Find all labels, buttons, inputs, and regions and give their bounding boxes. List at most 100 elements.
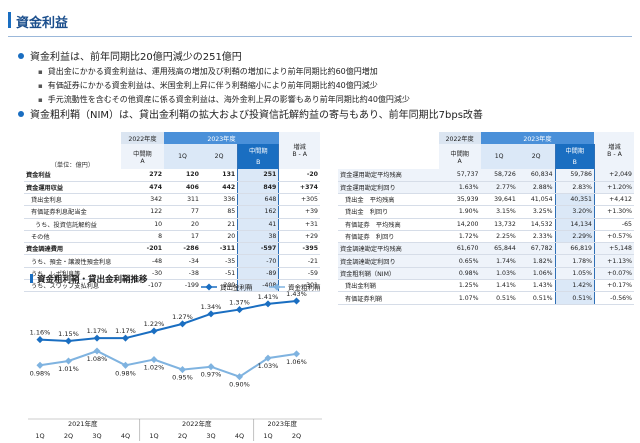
row-label: 資金調達費用 (24, 242, 121, 256)
row-label: 資金運用勘定利回り (338, 181, 439, 194)
cell-1q: 120 (164, 168, 201, 182)
cell-2q: 21 (200, 218, 238, 231)
cell-2023-mid: 59,786 (554, 168, 595, 182)
table-row: うち、レポ利息等 -30 -38 -51 -89 -59 (24, 267, 320, 281)
cell-2q: 85 (200, 205, 238, 219)
cell-2023-mid: 849 (237, 181, 280, 194)
cell-2023-mid: 1.42% (554, 279, 595, 293)
cell-2022-mid: -48 (120, 254, 165, 268)
cell-change: +5,148 (594, 242, 634, 256)
data-point (292, 297, 301, 305)
data-label: 0.90% (229, 381, 250, 389)
row-label: うち、投資信託解約益 (24, 218, 121, 231)
table-row: 貸出金利息 342 311 336 648 +305 (24, 193, 320, 207)
table-row: 有価証券 利回り 1.72% 2.25% 2.33% 2.29% +0.57% (338, 230, 634, 244)
cell-change: +39 (278, 205, 320, 219)
cell-change: +1.13% (594, 254, 634, 268)
cell-2022-mid: 1.07% (438, 291, 481, 305)
x-tick-label: 3Q (92, 432, 101, 440)
header-1q: 1Q (480, 144, 518, 169)
table-row: 資金運用収益 474 406 442 849 +374 (24, 181, 320, 194)
bullet-2-text: 資金粗利鞘（NIM）は、貸出金利鞘の拡大および投資信託解約益の寄与もあり、前年同… (30, 110, 483, 121)
nim-chart: 貸出金利鞘 資金粗利鞘 1.16% 1.15% 1.17% 1.17% 1.22% 1.27%… (28, 283, 322, 441)
data-point (93, 334, 101, 342)
cell-2022-mid: 57,737 (438, 168, 481, 182)
data-point (178, 366, 187, 374)
cell-2q: -311 (200, 242, 238, 256)
data-point (150, 327, 158, 335)
x-tick-label: 2Q (178, 432, 187, 440)
x-tick-label: 4Q (235, 432, 244, 440)
row-label: 有価証券利息配当金 (24, 205, 121, 219)
header-2022-mid: 中間期 A (438, 144, 481, 169)
header-2q: 2Q (200, 144, 238, 169)
cell-2023-mid: 14,134 (554, 218, 595, 231)
data-point (178, 320, 187, 328)
cell-change: -21 (278, 254, 320, 268)
row-label: 資金運用勘定平均残高 (338, 168, 439, 182)
row-label: 貸出金利鞘 (338, 279, 439, 293)
cell-2022-mid: 35,939 (438, 193, 481, 207)
data-label: 1.37% (229, 299, 250, 307)
year-label: 2023年度 (267, 419, 297, 428)
header-change: 増減 B - A (278, 132, 320, 169)
cell-2023-mid: 162 (237, 205, 280, 219)
header-fy2022: 2022年度 (120, 132, 165, 145)
cell-2022-mid: 14,200 (438, 218, 481, 231)
cell-2q: 442 (200, 181, 238, 194)
cell-2023-mid: 41 (237, 218, 280, 231)
cell-change: +0.57% (594, 230, 634, 244)
table-row: うち、預金・譲渡性預金利息 -48 -34 -35 -70 -21 (24, 254, 320, 268)
data-label: 0.97% (201, 371, 222, 379)
cell-2023-mid: 2.29% (554, 230, 595, 244)
yield-table: 2022年度 2023年度 増減 B - A 中間期 A 1Q 2Q 中間期 B 資… (338, 132, 634, 305)
data-point (121, 334, 130, 342)
legend-marker (205, 283, 213, 291)
cell-1q: 3.15% (480, 205, 518, 219)
data-label: 1.22% (144, 320, 165, 328)
x-tick-label: 4Q (121, 432, 130, 440)
row-label: 資金粗利鞘（NIM） (338, 267, 439, 281)
cell-2q: 1.43% (517, 279, 556, 293)
row-label: 貸出金利息 (24, 193, 121, 207)
cell-2023-mid: 40,351 (554, 193, 595, 207)
table-row: 資金調達勘定利回り 0.65% 1.74% 1.82% 1.78% +1.13% (338, 254, 634, 268)
cell-2q: 131 (200, 168, 238, 182)
header-1q: 1Q (164, 144, 201, 169)
data-point (207, 310, 215, 318)
header-2q: 2Q (517, 144, 556, 169)
cell-change: +0.07% (594, 267, 634, 281)
cell-1q: 2.25% (480, 230, 518, 244)
header-fy2023: 2023年度 (164, 132, 279, 145)
header-fy2022: 2022年度 (438, 132, 481, 145)
title-marker-icon (30, 274, 33, 283)
square-bullet-icon: ▪ (38, 96, 43, 104)
cell-2023-mid: -70 (237, 254, 280, 268)
table-row: 資金調達費用 -201 -286 -311 -597 -395 (24, 242, 320, 256)
cell-1q: 0.51% (480, 291, 518, 305)
table-row: 貸出金 平均残高 35,939 39,641 41,054 40,351 +4,412 (338, 193, 634, 207)
cell-1q: 406 (164, 181, 201, 194)
data-point (36, 336, 44, 344)
cell-2q: 3.25% (517, 205, 556, 219)
cell-1q: -34 (164, 254, 201, 268)
cell-change: +31 (278, 218, 320, 231)
row-label: うち、預金・譲渡性預金利息 (24, 254, 121, 268)
cell-2q: 336 (200, 193, 238, 207)
cell-2022-mid: 1.72% (438, 230, 481, 244)
cell-change: +305 (278, 193, 320, 207)
cell-2q: 1.06% (517, 267, 556, 281)
table-row: 資金調達勘定平均残高 61,670 65,844 67,782 66,819 +5,148 (338, 242, 634, 256)
data-point (235, 373, 244, 381)
cell-change: +4,412 (594, 193, 634, 207)
data-label: 1.06% (286, 358, 307, 366)
data-point (36, 361, 44, 369)
square-bullet-icon: ▪ (38, 68, 43, 76)
row-label: 有価証券 利回り (338, 230, 439, 244)
header-change: 増減 B - A (594, 132, 634, 169)
row-label: 資金調達勘定利回り (338, 254, 439, 268)
data-label: 1.01% (58, 365, 79, 373)
cell-2q: 20 (200, 230, 238, 244)
cell-2023-mid: 66,819 (554, 242, 595, 256)
series-line-0 (39, 300, 297, 343)
